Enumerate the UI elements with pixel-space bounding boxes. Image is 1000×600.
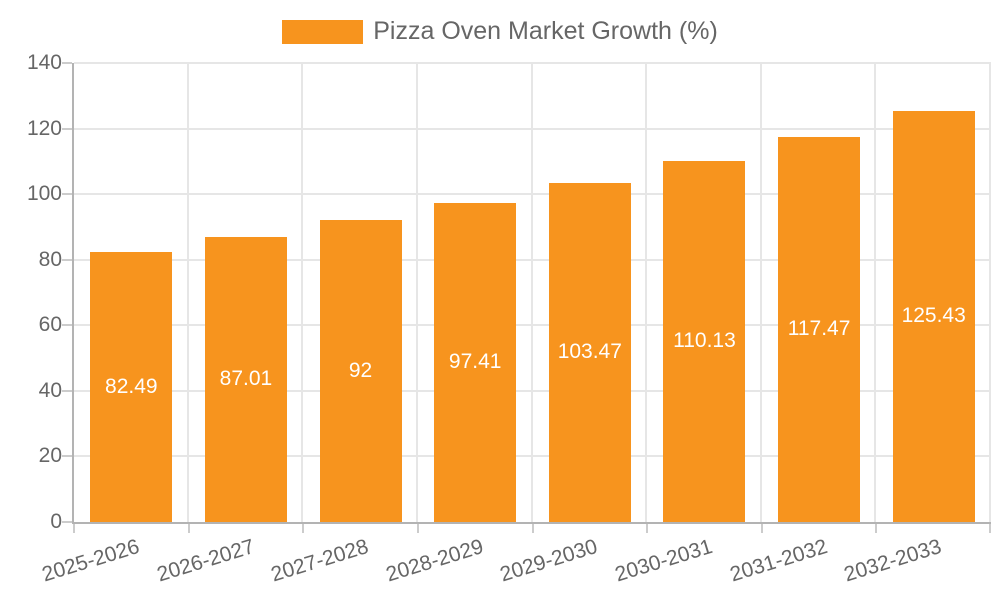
- h-gridline: [74, 258, 991, 261]
- bar-value-label: 110.13: [673, 329, 736, 353]
- v-gridline: [989, 63, 991, 522]
- x-axis-tick: [989, 522, 991, 533]
- h-gridline: [74, 193, 991, 196]
- bar[interactable]: 103.47: [548, 182, 631, 522]
- v-gridline: [301, 63, 304, 522]
- v-gridline: [874, 63, 877, 522]
- x-axis-label: 2032-2033: [841, 535, 945, 587]
- legend-label: Pizza Oven Market Growth (%): [373, 17, 718, 45]
- y-axis-label: 100: [26, 182, 62, 206]
- x-axis-label: 2028-2029: [383, 535, 486, 587]
- x-axis-tick: [646, 522, 649, 533]
- y-axis-label: 20: [38, 444, 62, 468]
- y-axis-label: 40: [38, 378, 62, 402]
- bar-value-label: 87.01: [219, 367, 273, 391]
- bar[interactable]: 92: [319, 220, 402, 522]
- bar[interactable]: 82.49: [90, 251, 173, 522]
- h-gridline: [74, 455, 991, 458]
- x-axis-label: 2029-2030: [497, 535, 601, 587]
- bar-value-label: 92: [348, 359, 373, 383]
- y-axis-tick: [62, 389, 72, 392]
- x-axis-label: 2027-2028: [268, 535, 372, 587]
- x-axis-tick: [302, 522, 305, 533]
- bar[interactable]: 110.13: [663, 160, 746, 522]
- v-gridline: [645, 63, 648, 522]
- x-axis-tick: [875, 522, 878, 533]
- y-axis-tick: [62, 127, 72, 130]
- bar-value-label: 82.49: [105, 374, 158, 398]
- y-axis-tick: [62, 455, 72, 458]
- v-gridline: [759, 63, 762, 522]
- y-axis-label: 140: [26, 51, 62, 74]
- y-axis-line: [72, 63, 74, 522]
- y-axis-tick: [62, 521, 72, 523]
- x-axis-label: 2030-2031: [612, 535, 716, 587]
- bar-value-label: 103.47: [557, 340, 622, 364]
- h-gridline: [74, 389, 991, 392]
- y-axis-tick: [62, 258, 72, 261]
- y-axis-label: 120: [26, 116, 62, 140]
- x-axis-tick: [187, 522, 190, 533]
- y-axis-tick: [62, 193, 72, 196]
- x-axis-label: 2026-2027: [153, 535, 257, 587]
- y-axis-label: 60: [38, 313, 62, 337]
- x-axis-label: 2025-2026: [39, 535, 143, 587]
- x-axis-tick: [416, 522, 419, 533]
- x-axis-label: 2031-2032: [727, 535, 830, 587]
- x-axis-tick: [760, 522, 763, 533]
- h-gridline: [74, 324, 991, 327]
- x-axis-line: [72, 522, 991, 524]
- bar[interactable]: 87.01: [204, 236, 287, 522]
- v-gridline: [530, 63, 533, 522]
- v-gridline: [186, 63, 189, 522]
- bar[interactable]: 125.43: [892, 110, 975, 522]
- y-axis-tick: [62, 62, 72, 64]
- y-axis-tick: [62, 324, 72, 327]
- h-gridline: [74, 62, 991, 64]
- bar-value-label: 125.43: [901, 304, 966, 328]
- bar[interactable]: 117.47: [778, 136, 861, 522]
- x-axis-tick: [73, 522, 75, 533]
- x-axis-tick: [531, 522, 534, 533]
- h-gridline: [74, 127, 991, 130]
- plot-area: 82.49 87.01 92 97.41 103.47 110.13 117.47 125.4…: [62, 62, 991, 533]
- y-axis-label: 80: [38, 247, 62, 271]
- v-gridline: [415, 63, 418, 522]
- bar[interactable]: 97.41: [434, 202, 517, 522]
- bar-value-label: 117.47: [787, 317, 851, 341]
- y-axis-label: 0: [50, 510, 62, 533]
- bar-value-label: 97.41: [448, 350, 502, 374]
- legend[interactable]: Pizza Oven Market Growth (%): [0, 17, 1000, 46]
- legend-swatch: [282, 19, 364, 44]
